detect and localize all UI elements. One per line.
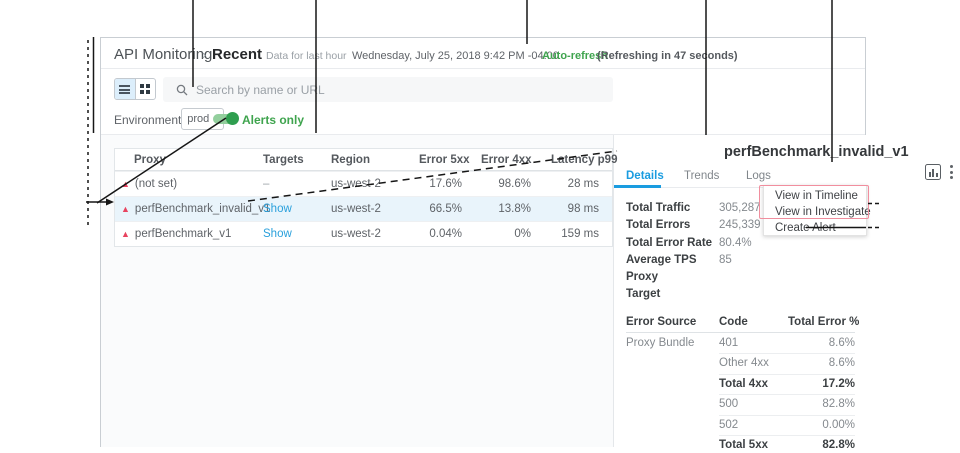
environment-label: Environment (114, 113, 182, 127)
tab-logs[interactable]: Logs (746, 170, 771, 182)
grid-view-button[interactable] (134, 79, 155, 99)
stat-target: Target (626, 288, 661, 301)
view-chart-button[interactable] (925, 164, 941, 180)
divider (101, 134, 865, 135)
table-row: Proxy Bundle 401 8.6% (626, 336, 855, 349)
breadcrumb-current: Recent (212, 46, 263, 63)
error-table-header: Error Source Code Total Error % (626, 312, 859, 333)
search-placeholder: Search by name or URL (196, 82, 325, 97)
alerts-only-label: Alerts only (242, 113, 305, 127)
table-row-selected[interactable]: ▲ perfBenchmark_invalid_v1 Show us-west-2… (115, 196, 612, 221)
tab-trends[interactable]: Trends (684, 170, 720, 182)
refresh-countdown: (Refreshing in 47 seconds) (597, 50, 738, 62)
stat-total-errors: Total Errors 245,339 (626, 219, 761, 232)
table-row: Other 4xx 8.6% (626, 353, 855, 374)
table-row[interactable]: ▲ perfBenchmark_v1 Show us-west-2 0.04% 0… (115, 221, 612, 246)
data-range-label: Data for last hour (266, 50, 347, 62)
proxy-table-header: Proxy Targets Region Error 5xx Error 4xx… (115, 149, 617, 171)
annotation-highlight-box (759, 185, 869, 219)
alert-triangle-icon: ▲ (121, 204, 130, 214)
detail-tabs: Details Trends Logs (614, 164, 866, 188)
page-header: API Monitoring › Recent Data for last ho… (101, 38, 865, 93)
menu-item-create-alert[interactable]: Create Alert (775, 222, 836, 234)
alert-triangle-icon: ▲ (121, 179, 130, 189)
menu-item-view-in-timeline[interactable]: View in Timeline (775, 190, 858, 202)
show-targets-link[interactable]: Show (263, 228, 292, 240)
detail-panel-title: perfBenchmark_invalid_v1 (724, 144, 909, 160)
table-row-total-4xx: Total 4xx 17.2% (626, 373, 855, 395)
table-row: 502 0.00% (626, 414, 855, 436)
table-row[interactable]: ▲ (not set) – us-west-2 17.6% 98.6% 28 ms (115, 171, 612, 196)
list-view-button[interactable] (115, 79, 135, 99)
alerts-only-toggle[interactable] (213, 112, 239, 126)
toggle-knob (226, 112, 239, 125)
search-icon (176, 84, 188, 95)
breadcrumb-root[interactable]: API Monitoring (114, 46, 213, 63)
kebab-menu-button[interactable] (950, 165, 954, 181)
detail-panel: perfBenchmark_invalid_v1 Details Trends … (613, 135, 953, 451)
datetime-label: Wednesday, July 25, 2018 9:42 PM -04:00 (352, 50, 559, 62)
tab-details[interactable]: Details (626, 170, 664, 182)
menu-item-view-in-investigate[interactable]: View in Investigate (775, 206, 871, 218)
proxy-table: Proxy Targets Region Error 5xx Error 4xx… (114, 148, 617, 247)
stat-total-error-rate: Total Error Rate 80.4% (626, 236, 752, 249)
stat-total-traffic: Total Traffic 305,287 (626, 202, 761, 214)
view-mode-switcher (114, 78, 156, 100)
breadcrumb-separator-icon: › (202, 47, 207, 62)
table-row: 500 82.8% (626, 394, 855, 415)
api-monitoring-window: API Monitoring › Recent Data for last ho… (100, 37, 953, 451)
bar-chart-icon (928, 171, 931, 177)
grid-view-icon (140, 84, 151, 94)
environment-value: prod (187, 113, 210, 125)
error-source-table: Error Source Code Total Error % Proxy Bu… (626, 312, 859, 453)
stats-list: Total Traffic 305,287 Total Errors 245,339… (626, 198, 856, 302)
show-targets-link[interactable]: Show (263, 203, 292, 215)
search-input[interactable]: Search by name or URL (163, 77, 613, 102)
stat-average-tps: Average TPS 85 (626, 253, 732, 266)
stat-proxy: Proxy (626, 271, 658, 284)
auto-refresh-label: Auto-refresh (542, 50, 609, 62)
table-row-total-5xx: Total 5xx 82.8% (626, 435, 855, 453)
active-tab-underline (614, 185, 661, 188)
list-view-icon (119, 84, 131, 94)
alert-triangle-icon: ▲ (121, 229, 130, 239)
